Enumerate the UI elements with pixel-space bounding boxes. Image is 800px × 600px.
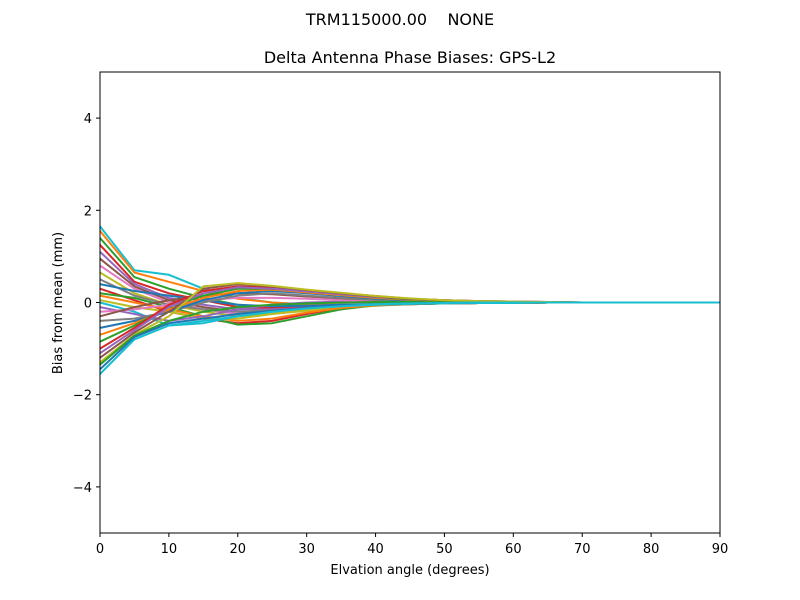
x-tick-label: 30 (298, 542, 315, 557)
y-tick-label: 2 (84, 204, 92, 219)
x-tick-label: 20 (230, 542, 247, 557)
y-tick-label: −2 (73, 389, 92, 404)
y-tick-label: −4 (73, 481, 92, 496)
x-tick-label: 80 (643, 542, 660, 557)
x-tick-label: 70 (574, 542, 591, 557)
series-line (99, 301, 720, 375)
x-tick-label: 50 (436, 542, 453, 557)
x-axis-ticks: 0 10 20 30 40 50 60 70 80 90 (96, 533, 728, 557)
y-axis-label: Bias from mean (mm) (51, 232, 66, 374)
series-line (99, 264, 720, 315)
series-layer (99, 225, 720, 375)
series-line (99, 230, 720, 306)
x-tick-label: 40 (367, 542, 384, 557)
figure-suptitle: TRM115000.00 NONE (305, 10, 495, 29)
chart-title: Delta Antenna Phase Biases: GPS-L2 (263, 48, 557, 67)
y-axis-ticks: −4 −2 0 2 4 (73, 112, 100, 496)
x-tick-label: 10 (161, 542, 178, 557)
y-tick-label: 4 (84, 112, 92, 127)
x-axis-label: Elvation angle (degrees) (330, 563, 489, 578)
x-tick-label: 0 (96, 542, 104, 557)
y-tick-label: 0 (84, 297, 92, 312)
series-line (99, 301, 720, 366)
x-tick-label: 90 (712, 542, 729, 557)
series-line (99, 225, 720, 306)
x-tick-label: 60 (505, 542, 522, 557)
